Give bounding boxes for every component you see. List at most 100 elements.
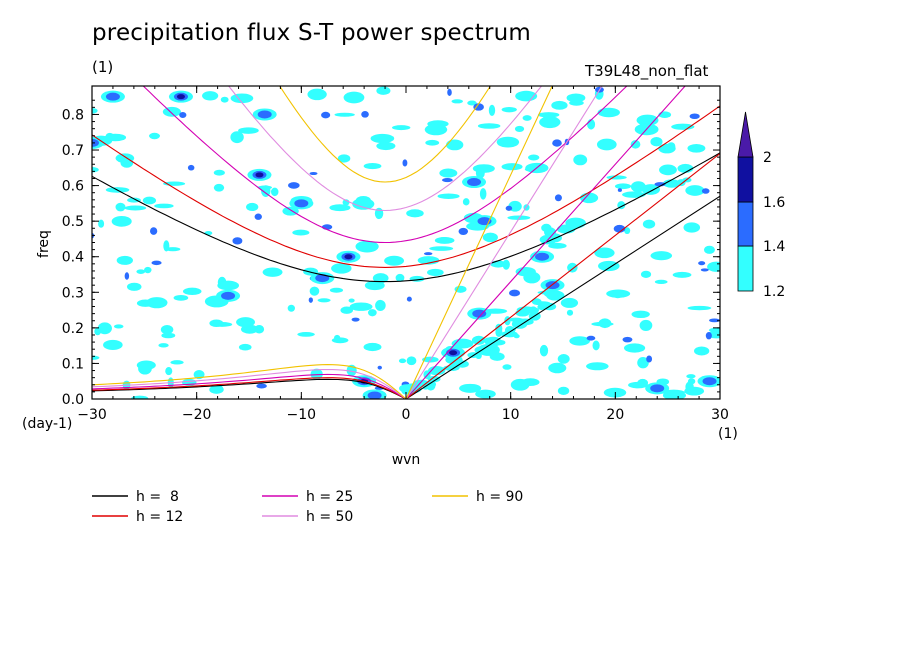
x-tick-label: 0 [402,407,411,423]
x-unit-label: (1) [718,426,738,442]
contour-speckle [689,113,700,120]
contour-blob [92,138,99,147]
contour-speckle [329,287,344,293]
ig-curve-h90 [279,86,492,183]
contour-speckle [487,344,498,351]
contour-speckle [522,115,532,121]
kelvin-line-h90 [405,86,553,399]
contour-speckle [402,159,408,167]
contour-speckle [423,252,433,256]
contour-speckle [131,395,149,399]
colorbar: 1.2 1.4 1.6 2 [737,111,785,300]
contour-speckle [337,154,351,163]
contour-speckle [429,246,454,251]
chart-title: precipitation flux S-T power spectrum [92,20,531,46]
contour-speckle [427,268,444,277]
contour-speckle [641,184,660,195]
contour-speckle [623,343,646,353]
contour-speckle [514,125,525,133]
contour-speckle [703,245,715,254]
contour-speckle [309,286,320,296]
contour-speckle [136,299,154,307]
contour-speckle [158,343,169,348]
contour-speckle [317,298,331,303]
contour-speckle [686,374,696,379]
contour-speckle [92,107,98,114]
contour-speckle [531,298,542,305]
contour-speckle [650,136,663,147]
contour-speckle [705,331,712,340]
contour-speckle [363,342,382,352]
contour-speckle [165,367,173,376]
contour-speckle [528,154,540,161]
axes: −30 −20 −10 0 10 20 30 0.0 0.1 0.2 0.3 0.4 0.5 0.6 0.7… [22,86,738,468]
legend-label: h = 90 [476,489,523,505]
contour-speckle [565,217,586,229]
contour-speckle [406,356,417,366]
ig-curve-h12 [92,105,720,268]
contour-speckle [475,167,485,179]
contour-speckle [508,289,521,297]
contour-speckle [363,163,382,170]
contour-speckle [707,261,720,272]
y-axis-label: freq [36,230,52,258]
contour-speckle [151,260,162,266]
contour-speckle [348,298,355,303]
contour-speckle [309,171,318,176]
contour-speckle [548,362,567,374]
contour-speckle [462,198,470,206]
contour-speckle [271,187,279,197]
contour-speckle [261,185,271,197]
contour-speckle [437,193,460,199]
ig-curve-h50 [227,86,543,212]
contour-speckle [546,290,565,301]
contour-speckle [557,354,570,364]
contour-speckle [495,327,503,337]
contour-speckle [560,297,579,308]
x-tick-label: 10 [502,407,520,423]
contour-speckle [496,136,520,148]
contour-speckle [505,205,513,211]
y-tick-label: 0.8 [62,107,84,123]
x-tick-label: −30 [77,407,107,423]
contour-speckle [594,247,615,259]
contour-speckle [631,310,650,319]
contour-speckle [202,91,219,101]
contour-speckle [115,202,126,212]
kelvin-line-h50 [405,86,603,399]
contour-speckle [658,143,676,154]
contour-speckle [548,242,567,249]
contour-speckle [622,336,633,343]
contour-speckle [557,386,570,396]
contour-speckle [246,202,259,212]
contour-speckle [331,263,352,274]
contour-speckle [596,138,617,151]
contour-speckle [523,271,541,284]
contour-speckle [541,223,552,233]
contour-speckle [375,299,386,311]
contour-blob [105,92,120,101]
contour-speckle [220,96,229,103]
contour-speckle [434,236,455,244]
contour-speckle [672,271,692,278]
contour-speckle [406,296,412,302]
contour-blob [702,377,717,386]
colorbar-label: 1.2 [763,284,785,300]
contour-speckle [566,93,586,103]
contour-speckle [427,375,441,383]
contour-speckle [213,183,225,192]
contour-speckle [124,272,130,280]
colorbar-segment [737,201,754,247]
x-tick-label: −10 [287,407,317,423]
contour-speckle [127,197,141,203]
y-tick-label: 0.2 [62,321,84,337]
contour-speckle [406,209,424,218]
contour-speckle [209,319,224,327]
contour-blob [472,309,487,318]
contour-speckle [551,100,568,110]
colorbar-arrow [737,111,754,158]
contour-speckle [473,103,484,111]
contour-speckle [637,357,649,369]
contour-blob [467,178,482,187]
contour-speckle [606,175,627,180]
